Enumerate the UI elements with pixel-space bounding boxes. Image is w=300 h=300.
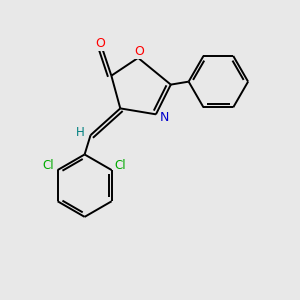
Text: N: N bbox=[160, 111, 169, 124]
Text: Cl: Cl bbox=[43, 159, 55, 172]
Text: O: O bbox=[135, 45, 145, 58]
Text: H: H bbox=[76, 126, 85, 139]
Text: Cl: Cl bbox=[115, 159, 126, 172]
Text: O: O bbox=[95, 37, 105, 50]
